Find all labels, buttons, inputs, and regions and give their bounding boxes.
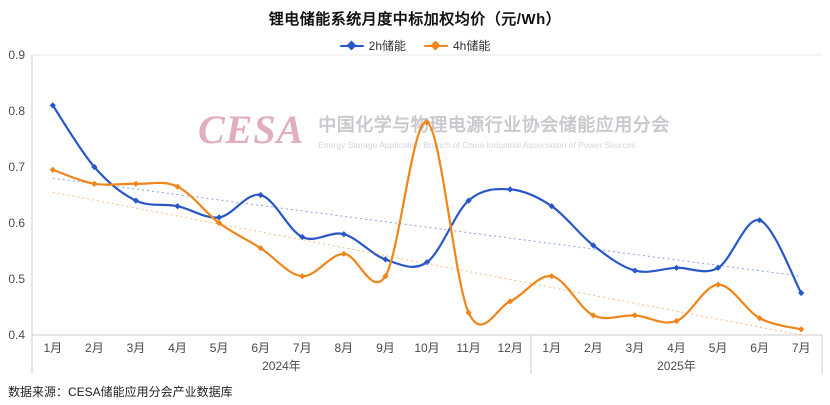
data-point-marker (382, 256, 389, 263)
x-axis-year-label: 2025年 (657, 359, 696, 373)
x-axis-label: 1月 (542, 341, 561, 355)
data-point-marker (590, 312, 597, 319)
x-axis-label: 6月 (750, 341, 769, 355)
legend-label: 2h储能 (368, 39, 406, 53)
data-point-marker (631, 312, 638, 319)
legend-item-2h[interactable]: 2h储能 (339, 37, 406, 54)
legend-label: 4h储能 (453, 39, 491, 53)
watermark-en-text: Energy Storage Application Branch of Chi… (318, 139, 636, 150)
trendline-4h (52, 191, 802, 336)
x-axis-label: 5月 (210, 341, 229, 355)
x-axis-label: 10月 (414, 341, 439, 355)
y-axis-label: 0.5 (8, 272, 25, 286)
x-axis-label: 6月 (251, 341, 270, 355)
x-axis-label: 1月 (43, 341, 62, 355)
data-point-marker (91, 180, 98, 187)
data-point-marker (507, 298, 514, 305)
data-point-marker (257, 191, 264, 199)
data-point-marker (216, 219, 223, 227)
data-point-marker (548, 273, 555, 280)
data-point-marker (798, 326, 805, 333)
data-point-marker (590, 242, 597, 249)
trendline-2h (52, 177, 802, 277)
y-axis-label: 0.8 (8, 104, 25, 118)
x-axis-label: 7月 (293, 341, 312, 355)
data-point-marker (340, 250, 347, 257)
data-point-marker (49, 166, 56, 173)
x-axis-label: 11月 (456, 341, 480, 355)
data-point-marker (216, 214, 223, 221)
watermark: CESA 中国化学与物理电源行业协会储能应用分会 Energy Storage … (198, 110, 670, 150)
data-point-marker (132, 180, 140, 187)
data-point-marker (714, 281, 722, 288)
series-4h (49, 119, 805, 336)
y-axis-label: 0.9 (8, 48, 25, 62)
data-point-marker (465, 309, 472, 316)
legend: 2h储能 4h储能 (0, 37, 830, 54)
x-axis-year-label: 2024年 (262, 359, 301, 373)
y-axis-label: 0.6 (8, 216, 25, 230)
data-point-marker (631, 267, 638, 274)
data-point-marker (507, 186, 514, 193)
data-point-marker (423, 119, 431, 126)
watermark-text: 中国化学与物理电源行业协会储能应用分会 Energy Storage Appli… (318, 111, 670, 150)
data-point-marker (673, 317, 680, 325)
data-point-marker (340, 231, 347, 238)
chart-title: 锂电储能系统月度中标加权均价（元/Wh） (268, 11, 562, 28)
x-axis-label: 4月 (667, 341, 686, 355)
data-point-marker (257, 245, 264, 252)
data-source: 数据来源：CESA储能应用分会产业数据库 (8, 385, 233, 399)
x-axis-label: 2月 (584, 341, 603, 355)
x-axis-label: 9月 (376, 341, 395, 355)
data-point-marker (673, 264, 680, 271)
x-axis-label: 12月 (497, 341, 522, 355)
data-point-marker (714, 264, 722, 271)
data-point-marker (756, 217, 763, 224)
data-point-marker (174, 183, 181, 190)
data-point-marker (299, 273, 306, 280)
data-point-marker (798, 289, 805, 297)
x-axis-label: 5月 (709, 341, 728, 355)
legend-item-4h[interactable]: 4h储能 (424, 37, 490, 54)
series-2h (49, 102, 805, 297)
data-point-marker (132, 197, 140, 204)
data-point-marker (423, 259, 431, 266)
x-axis-label: 2月 (85, 341, 104, 355)
x-axis-label: 7月 (792, 341, 811, 355)
data-point-marker (548, 203, 555, 210)
x-axis-label: 3月 (626, 341, 645, 355)
series-line-4h (51, 121, 803, 331)
data-point-marker (174, 203, 181, 210)
legend-line-marker-icon (339, 40, 364, 51)
x-axis-label: 4月 (168, 341, 187, 355)
y-axis-label: 0.4 (8, 328, 25, 342)
x-axis-label: 8月 (334, 341, 353, 355)
legend-line-marker-icon (424, 40, 448, 51)
data-point-marker (91, 163, 98, 171)
data-point-marker (49, 102, 56, 109)
data-point-marker (756, 315, 763, 322)
cesa-logo: CESA (198, 107, 305, 152)
watermark-cn-text: 中国化学与物理电源行业协会储能应用分会 (318, 114, 670, 135)
y-axis-label: 0.7 (8, 160, 25, 174)
x-axis-label: 3月 (127, 341, 146, 355)
data-point-marker (382, 273, 389, 280)
data-point-marker (299, 233, 306, 241)
data-point-marker (465, 197, 472, 204)
